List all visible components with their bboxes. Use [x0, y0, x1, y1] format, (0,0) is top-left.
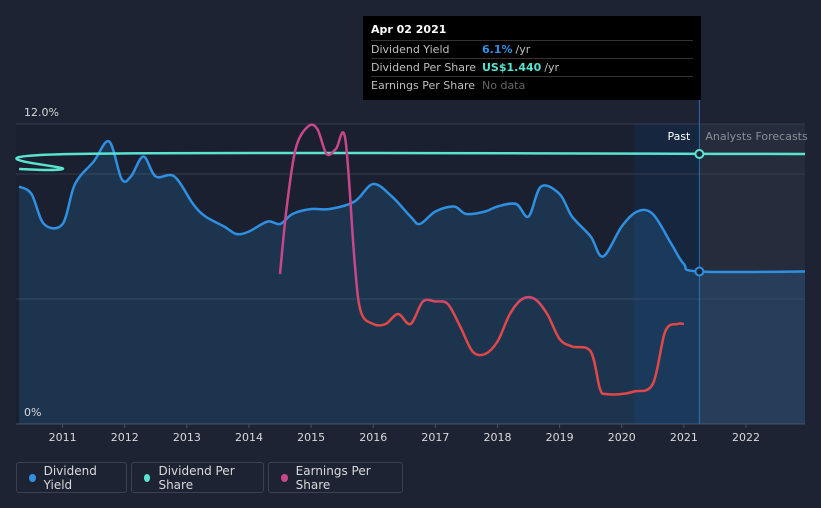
x-tick-label: 2011 — [49, 431, 77, 444]
tooltip-row-earnings-per-share: Earnings Per Share No data — [371, 76, 693, 94]
tooltip-value: US$1.440 — [482, 61, 542, 74]
dividend-yield-area — [19, 141, 806, 425]
tooltip-value: No data — [482, 79, 526, 92]
dividend-yield-line — [18, 139, 806, 274]
dividend-per-share-marker — [694, 149, 705, 159]
earnings-per-share-line — [278, 123, 685, 396]
legend-label: Earnings Per Share — [295, 463, 371, 492]
tooltip-label: Earnings Per Share — [371, 79, 476, 92]
legend-dividend-yield[interactable]: Dividend Yield — [16, 462, 127, 493]
legend-dot-icon — [29, 473, 36, 482]
x-tick-label: 2012 — [111, 431, 139, 444]
tooltip-label: Dividend Yield — [371, 43, 450, 56]
tooltip-unit: /yr — [515, 43, 531, 56]
x-tick-label: 2016 — [359, 431, 387, 444]
tooltip-label: Dividend Per Share — [371, 61, 477, 74]
tooltip-unit: /yr — [544, 61, 560, 74]
forecast-label: Analysts Forecasts — [705, 130, 808, 143]
y-axis-top-label: 12.0% — [24, 106, 59, 119]
tooltip-row-dividend-per-share: Dividend Per Share US$1.440 /yr — [371, 58, 693, 76]
x-tick-label: 2019 — [546, 431, 574, 444]
dividend-per-share-line — [15, 151, 806, 172]
tooltip: Apr 02 2021 Dividend Yield 6.1% /yr Divi… — [363, 16, 701, 100]
legend-label: Dividend Per Share — [158, 463, 235, 492]
legend-earnings-per-share[interactable]: Earnings Per Share — [268, 462, 403, 493]
x-tick-label: 2017 — [421, 431, 449, 444]
legend-dot-icon — [281, 473, 288, 482]
y-axis-bottom-label: 0% — [24, 406, 41, 419]
tooltip-value: 6.1% — [482, 43, 513, 56]
dividend-yield-marker — [694, 266, 705, 277]
x-tick-label: 2021 — [670, 431, 698, 444]
x-tick-label: 2022 — [732, 431, 760, 444]
x-tick-label: 2015 — [297, 431, 325, 444]
x-tick-label: 2020 — [608, 431, 636, 444]
tooltip-date: Apr 02 2021 — [371, 23, 447, 36]
legend-dot-icon — [144, 473, 151, 482]
legend-label: Dividend Yield — [43, 463, 97, 492]
x-tick-label: 2018 — [483, 431, 511, 444]
x-tick-label: 2013 — [173, 431, 201, 444]
tooltip-row-dividend-yield: Dividend Yield 6.1% /yr — [371, 40, 693, 58]
past-label: Past — [667, 130, 691, 143]
legend-dividend-per-share[interactable]: Dividend Per Share — [131, 462, 264, 493]
x-tick-label: 2014 — [235, 431, 263, 444]
